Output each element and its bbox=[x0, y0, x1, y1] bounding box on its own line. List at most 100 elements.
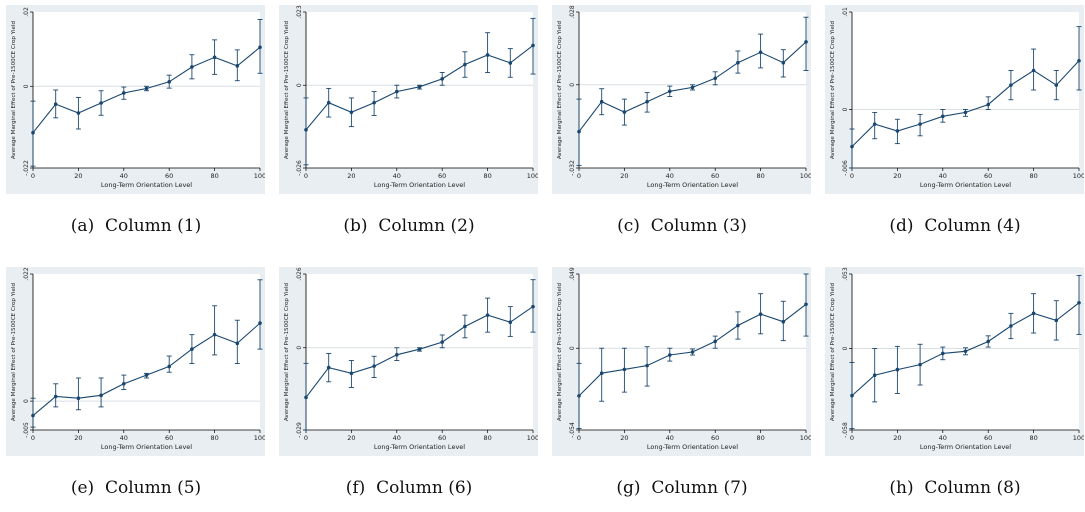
y-axis-title: Average Marginal Effect of Pre-1500CE Cr… bbox=[557, 20, 563, 159]
data-point bbox=[326, 100, 331, 105]
subfigure-caption: (h) Column (8) bbox=[824, 478, 1085, 498]
caption-gap bbox=[914, 216, 925, 236]
data-point bbox=[463, 62, 467, 67]
chart-panel: 0 20 40 60 80 100 -.006 0.01 Long-Term Orientati… bbox=[824, 5, 1085, 250]
data-point bbox=[1054, 318, 1059, 323]
data-point bbox=[326, 365, 331, 370]
x-tick-label: 20 bbox=[620, 434, 628, 442]
plot-area bbox=[33, 274, 260, 430]
data-point bbox=[713, 339, 717, 344]
plot-area bbox=[306, 12, 533, 168]
x-tick-label: 60 bbox=[165, 434, 173, 442]
data-point bbox=[690, 350, 695, 354]
x-tick-label: 60 bbox=[711, 172, 719, 180]
x-tick-label: 0 bbox=[577, 434, 581, 442]
data-point bbox=[1009, 324, 1013, 328]
data-point bbox=[167, 80, 171, 84]
x-tick-label: 80 bbox=[756, 434, 764, 442]
y-tick-label: .022 bbox=[23, 267, 30, 281]
y-axis-title: Average Marginal Effect of Pre-1500CE Cr… bbox=[11, 282, 17, 421]
data-point bbox=[76, 396, 81, 401]
subfigure-caption: (g) Column (7) bbox=[551, 478, 813, 498]
subfigure-caption: (c) Column (3) bbox=[551, 216, 813, 236]
data-point bbox=[622, 367, 627, 372]
data-point bbox=[918, 362, 922, 367]
x-tick-label: 0 bbox=[850, 172, 854, 180]
data-point bbox=[167, 364, 171, 369]
data-point bbox=[349, 371, 354, 376]
chart-panel: 0 20 40 60 80 100 -.032 0.028 Long-Term Orientat… bbox=[551, 5, 813, 250]
caption-text: Column (7) bbox=[651, 478, 748, 498]
data-point bbox=[372, 364, 376, 368]
x-tick-label: 80 bbox=[1029, 172, 1037, 180]
caption-gap bbox=[640, 216, 651, 236]
data-point bbox=[531, 304, 535, 309]
data-point bbox=[577, 394, 581, 398]
data-point bbox=[531, 43, 535, 48]
data-point bbox=[508, 61, 513, 65]
data-point bbox=[304, 127, 308, 132]
y-tick-label: 0 bbox=[842, 346, 849, 350]
x-tick-label: 20 bbox=[893, 434, 901, 442]
y-tick-label: -.026 bbox=[296, 160, 303, 176]
data-point bbox=[941, 114, 945, 119]
data-point bbox=[144, 86, 149, 91]
x-tick-label: 60 bbox=[984, 434, 992, 442]
data-point bbox=[690, 85, 695, 90]
caption-tag: (b) bbox=[343, 216, 368, 236]
data-point bbox=[463, 324, 467, 329]
caption-gap bbox=[641, 478, 652, 498]
data-point bbox=[31, 413, 35, 418]
subfigure-caption: (f) Column (6) bbox=[278, 478, 540, 498]
subfigure-caption: (d) Column (4) bbox=[824, 216, 1085, 236]
y-tick-label: -.005 bbox=[23, 422, 30, 438]
x-tick-label: 40 bbox=[939, 434, 947, 442]
x-tick-label: 100 bbox=[800, 434, 811, 442]
y-tick-label: .01 bbox=[842, 7, 849, 17]
y-tick-label: -.006 bbox=[842, 160, 849, 176]
x-tick-label: 40 bbox=[666, 434, 674, 442]
x-tick-label: 100 bbox=[254, 434, 265, 442]
y-tick-label: 0 bbox=[842, 107, 849, 111]
x-tick-label: 20 bbox=[74, 172, 82, 180]
data-point bbox=[122, 381, 126, 386]
caption-text: Column (5) bbox=[104, 478, 202, 498]
subfigure-caption: (a) Column (1) bbox=[5, 216, 267, 236]
data-point bbox=[235, 341, 240, 346]
data-point bbox=[1054, 83, 1059, 87]
data-point bbox=[645, 99, 649, 104]
data-point bbox=[872, 122, 877, 126]
caption-gap bbox=[94, 478, 105, 498]
caption-tag: (d) bbox=[889, 216, 914, 236]
x-tick-label: 100 bbox=[527, 434, 538, 442]
x-tick-label: 100 bbox=[527, 172, 538, 180]
data-point bbox=[804, 302, 808, 307]
data-point bbox=[850, 144, 854, 149]
data-point bbox=[577, 129, 581, 134]
subfigure-caption: (b) Column (2) bbox=[278, 216, 540, 236]
chart-panel: 0 20 40 60 80 100 -.022 0.02 Long-Term Orientati… bbox=[5, 5, 267, 250]
y-tick-label: 0 bbox=[23, 84, 30, 88]
data-point bbox=[872, 373, 877, 377]
data-point bbox=[99, 393, 103, 398]
x-axis-title: Long-Term Orientation Level bbox=[647, 181, 738, 189]
chart-panel: 0 20 40 60 80 100 -.029 0.026 Long-Term Orientat… bbox=[278, 267, 540, 512]
y-tick-label: -.029 bbox=[296, 422, 303, 438]
caption-tag: (c) bbox=[617, 216, 640, 236]
x-tick-label: 60 bbox=[438, 172, 446, 180]
y-axis-title: Average Marginal Effect of Pre-1500CE Cr… bbox=[557, 282, 563, 421]
caption-gap bbox=[94, 216, 105, 236]
data-point bbox=[599, 371, 604, 376]
data-point bbox=[258, 321, 262, 325]
x-tick-label: 0 bbox=[850, 434, 854, 442]
y-axis-title: Average Marginal Effect of Pre-1500CE Cr… bbox=[284, 20, 290, 159]
subfigure-caption: (e) Column (5) bbox=[5, 478, 267, 498]
data-point bbox=[645, 363, 649, 368]
data-point bbox=[395, 353, 399, 357]
